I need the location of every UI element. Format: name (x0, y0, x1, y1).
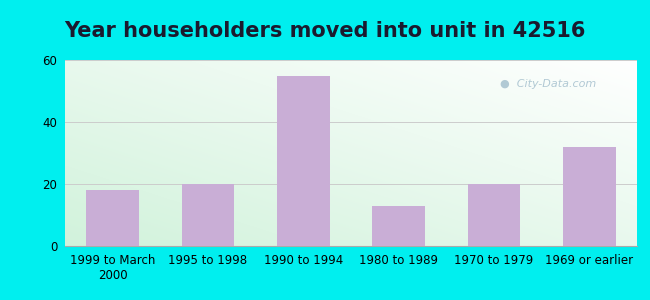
Bar (468, 184, 520, 246)
Bar (86, 190, 139, 246)
Bar (372, 206, 425, 246)
Bar (182, 184, 234, 246)
Text: Year householders moved into unit in 42516: Year householders moved into unit in 425… (64, 21, 586, 41)
Bar (277, 76, 330, 246)
Bar (563, 147, 616, 246)
Text: ●  City-Data.com: ● City-Data.com (500, 79, 596, 88)
